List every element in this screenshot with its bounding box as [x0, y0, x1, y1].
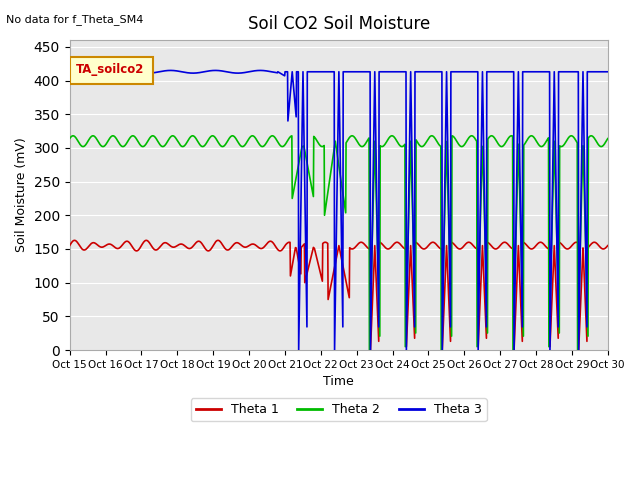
Text: TA_soilco2: TA_soilco2 [76, 63, 144, 76]
FancyBboxPatch shape [70, 57, 153, 84]
Text: No data for f_Theta_SM4: No data for f_Theta_SM4 [6, 14, 144, 25]
Title: Soil CO2 Soil Moisture: Soil CO2 Soil Moisture [248, 15, 430, 33]
X-axis label: Time: Time [323, 375, 354, 388]
Legend: Theta 1, Theta 2, Theta 3: Theta 1, Theta 2, Theta 3 [191, 398, 487, 421]
Y-axis label: Soil Moisture (mV): Soil Moisture (mV) [15, 138, 28, 252]
